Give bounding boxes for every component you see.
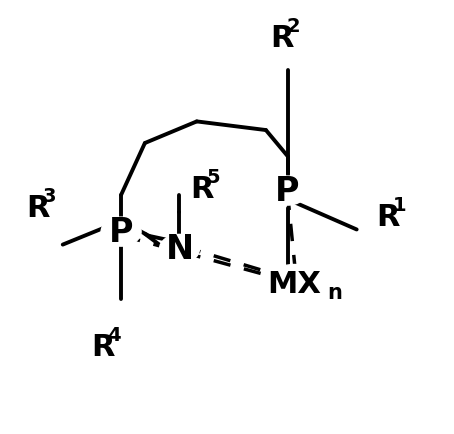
Text: 4: 4: [107, 325, 121, 344]
Text: 2: 2: [286, 16, 300, 36]
Text: R: R: [26, 194, 49, 223]
Text: R: R: [91, 332, 114, 361]
FancyBboxPatch shape: [283, 269, 344, 299]
Text: 1: 1: [393, 195, 406, 214]
Ellipse shape: [267, 177, 307, 206]
Text: N: N: [165, 233, 193, 266]
Text: R: R: [376, 203, 400, 231]
Text: R: R: [190, 174, 214, 204]
Text: P: P: [275, 174, 300, 207]
Text: R: R: [270, 23, 294, 53]
Ellipse shape: [101, 217, 141, 247]
Text: MX: MX: [267, 270, 321, 298]
Text: 3: 3: [42, 187, 56, 206]
Text: P: P: [109, 216, 133, 249]
Text: 5: 5: [207, 168, 220, 186]
Ellipse shape: [159, 235, 199, 264]
Ellipse shape: [268, 265, 320, 303]
Text: n: n: [328, 283, 342, 302]
